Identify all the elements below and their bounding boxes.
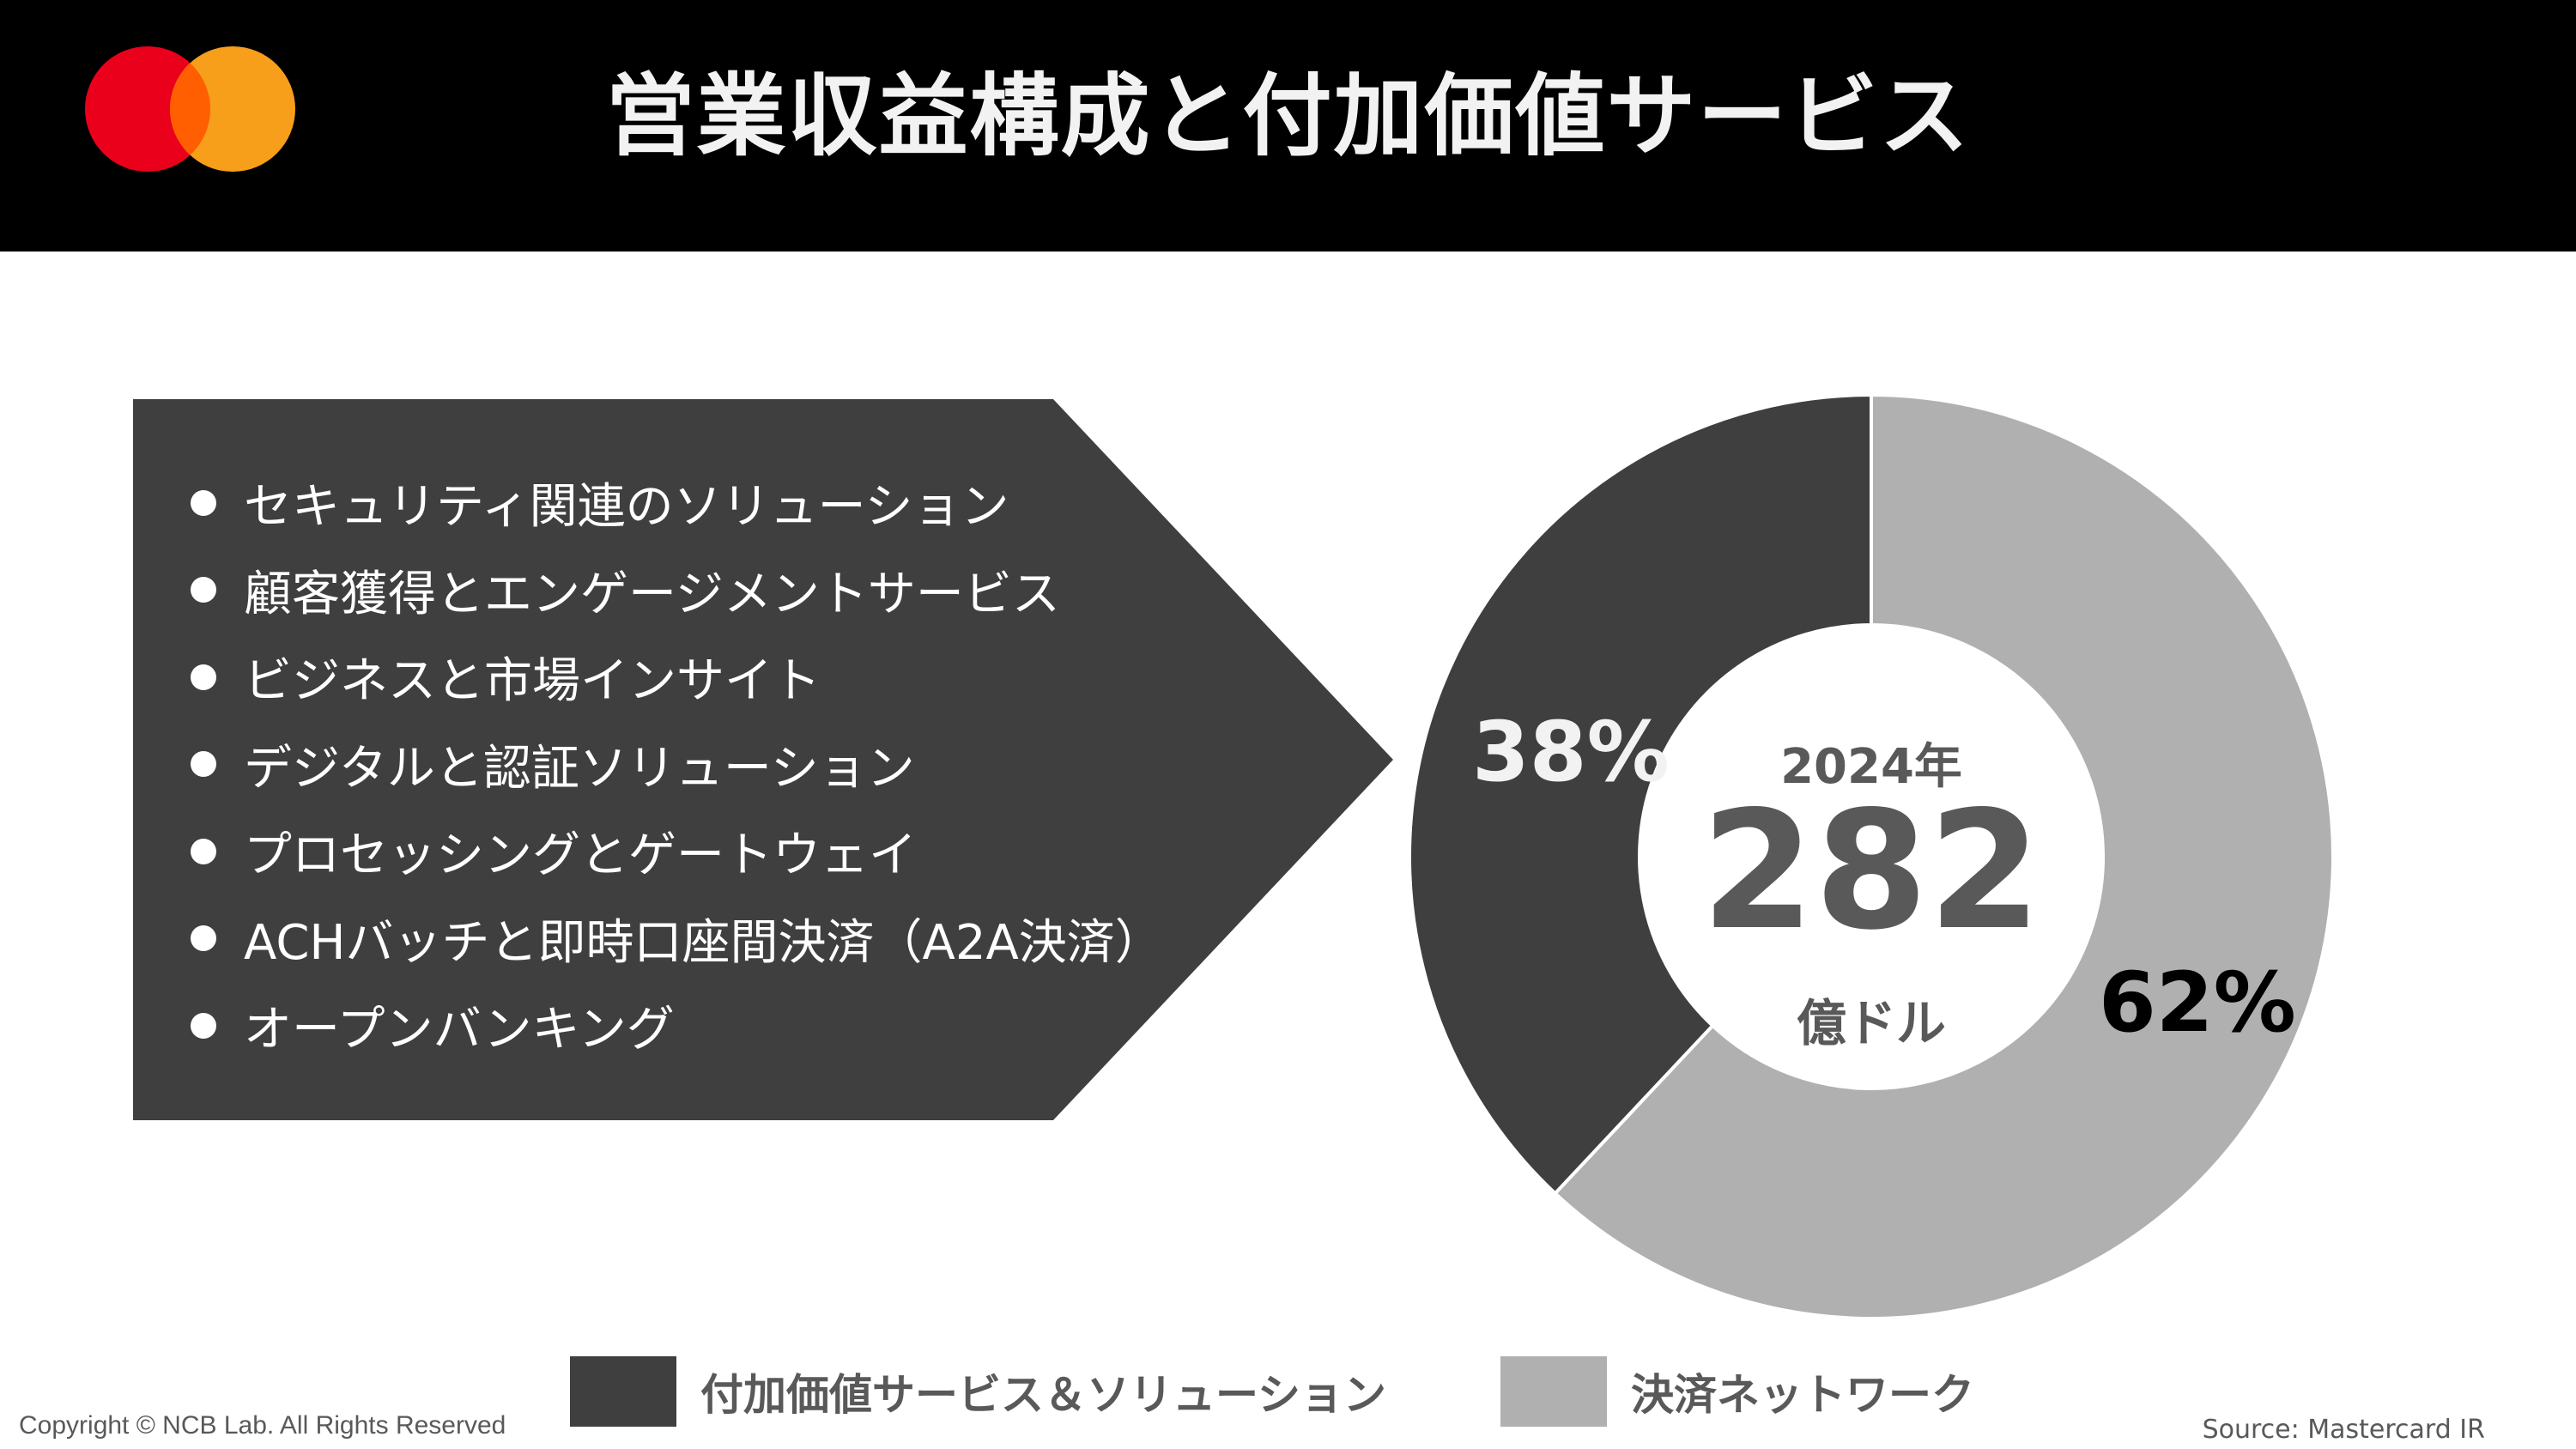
donut-center-value: 282 (1700, 776, 2042, 966)
bullet-icon (191, 925, 216, 952)
legend-item-value-added: 付加価値サービス＆ソリューション (570, 1356, 1386, 1427)
list-item-label: プロセッシングとゲートウェイ (244, 828, 917, 884)
bullet-icon (191, 1012, 216, 1039)
list-item-label: 顧客獲得とエンゲージメントサービス (244, 566, 1060, 622)
bullet-icon (191, 664, 216, 690)
bullet-icon (191, 577, 216, 603)
list-item: ビジネスと市場インサイト (191, 634, 1163, 721)
list-item: ACHバッチと即時口座間決済（A2A決済） (191, 895, 1163, 983)
copyright-text: Copyright © NCB Lab. All Rights Reserved (19, 1411, 506, 1440)
page-title: 営業収益構成と付加価値サービス (605, 64, 1971, 168)
bullet-icon (191, 489, 216, 516)
legend-swatch-dark (570, 1356, 676, 1427)
donut-center-year: 2024年 (1780, 739, 1962, 795)
mastercard-logo-icon (85, 46, 295, 172)
donut-slice (1407, 392, 1873, 1197)
legend-item-payment-network: 決済ネットワーク (1500, 1356, 1974, 1427)
source-text: Source: Mastercard IR (2202, 1415, 2485, 1445)
list-item-label: セキュリティ関連のソリューション (244, 479, 1009, 536)
donut-slice (1552, 392, 2335, 1320)
bullet-icon (191, 838, 216, 864)
list-item-label: デジタルと認証ソリューション (244, 740, 915, 797)
services-list: セキュリティ関連のソリューション 顧客獲得とエンゲージメントサービス ビジネスと… (191, 459, 1163, 1070)
list-item: オープンバンキング (191, 982, 1163, 1070)
list-item: 顧客獲得とエンゲージメントサービス (191, 547, 1163, 634)
list-item-label: オープンバンキング (244, 1002, 675, 1058)
payment-network-percentage: 62% (2099, 955, 2296, 1051)
value-added-percentage: 38% (1472, 704, 1670, 800)
list-item: デジタルと認証ソリューション (191, 721, 1163, 809)
list-item: セキュリティ関連のソリューション (191, 459, 1163, 547)
legend-label: 決済ネットワーク (1631, 1370, 1974, 1420)
list-item: プロセッシングとゲートウェイ (191, 808, 1163, 895)
donut-center-unit: 億ドル (1796, 994, 1946, 1052)
bullet-icon (191, 751, 216, 778)
list-item-label: ACHバッチと即時口座間決済（A2A決済） (244, 914, 1163, 971)
legend-label: 付加価値サービス＆ソリューション (700, 1370, 1386, 1420)
header-band: 営業収益構成と付加価値サービス (0, 0, 2576, 252)
list-item-label: ビジネスと市場インサイト (244, 653, 821, 710)
legend-swatch-light (1500, 1356, 1607, 1427)
